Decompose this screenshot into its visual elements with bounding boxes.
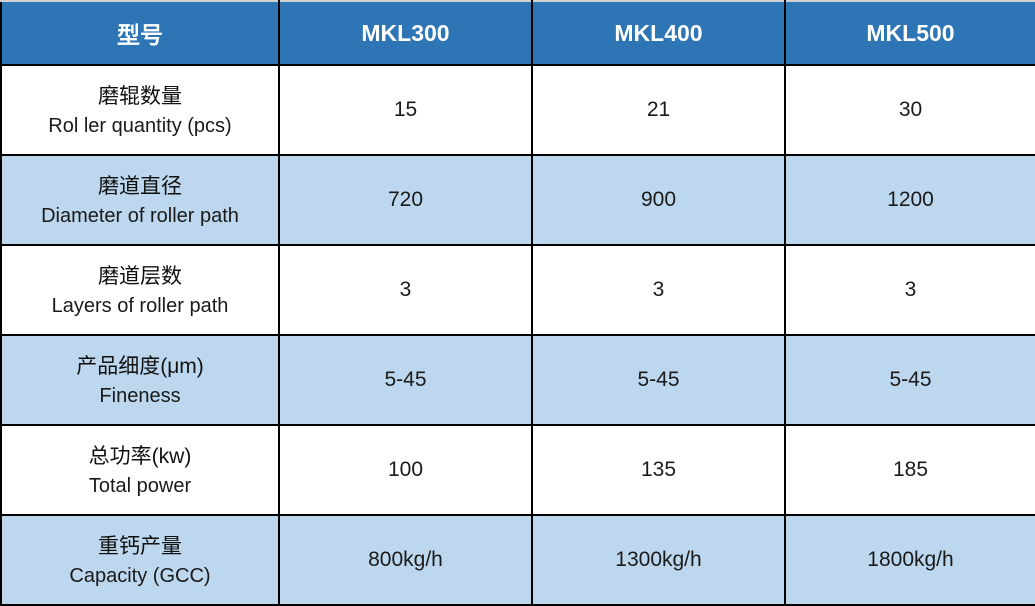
table-row-roller-path-diameter: 磨道直径 Diameter of roller path 720 900 120…	[0, 154, 1035, 246]
value-cell: 21	[531, 64, 786, 156]
value-cell: 15	[278, 64, 533, 156]
value-cell: 3	[531, 244, 786, 336]
table-row-roller-path-layers: 磨道层数 Layers of roller path 3 3 3	[0, 244, 1035, 336]
value-cell: 1300kg/h	[531, 514, 786, 606]
row-label-cell: 产品细度(μm) Fineness	[0, 334, 280, 426]
value-cell: 1200	[784, 154, 1035, 246]
value-cell: 3	[784, 244, 1035, 336]
value-cell: 185	[784, 424, 1035, 516]
value-cell: 5-45	[784, 334, 1035, 426]
row-label-en: Layers of roller path	[51, 294, 229, 317]
value-cell: 3	[278, 244, 533, 336]
row-label-cell: 磨道层数 Layers of roller path	[0, 244, 280, 336]
value-cell: 5-45	[531, 334, 786, 426]
header-cell-mkl300: MKL300	[278, 0, 533, 66]
row-label-en: Capacity (GCC)	[69, 564, 211, 587]
row-label-en: Diameter of roller path	[41, 204, 239, 227]
value-cell: 135	[531, 424, 786, 516]
row-label-zh: 总功率(kw)	[88, 444, 192, 468]
row-label-en: Fineness	[99, 384, 181, 407]
row-label-zh: 磨道层数	[98, 264, 182, 288]
row-label-cell: 磨辊数量 Rol ler quantity (pcs)	[0, 64, 280, 156]
header-row: 型号 MKL300 MKL400 MKL500	[0, 0, 1035, 66]
header-cell-mkl500: MKL500	[784, 0, 1035, 66]
row-label-zh: 磨辊数量	[98, 84, 182, 108]
header-cell-model-label: 型号	[0, 0, 280, 66]
row-label-cell: 总功率(kw) Total power	[0, 424, 280, 516]
row-label-cell: 磨道直径 Diameter of roller path	[0, 154, 280, 246]
value-cell: 720	[278, 154, 533, 246]
value-cell: 1800kg/h	[784, 514, 1035, 606]
value-cell: 800kg/h	[278, 514, 533, 606]
row-label-en: Total power	[88, 474, 192, 497]
table-row-total-power: 总功率(kw) Total power 100 135 185	[0, 424, 1035, 516]
table-row-roller-quantity: 磨辊数量 Rol ler quantity (pcs) 15 21 30	[0, 64, 1035, 156]
row-label-cell: 重钙产量 Capacity (GCC)	[0, 514, 280, 606]
row-label-zh: 磨道直径	[98, 174, 182, 198]
row-label-zh: 重钙产量	[98, 534, 182, 558]
row-label-zh: 产品细度(μm)	[76, 354, 204, 378]
table-row-fineness: 产品细度(μm) Fineness 5-45 5-45 5-45	[0, 334, 1035, 426]
value-cell: 900	[531, 154, 786, 246]
value-cell: 30	[784, 64, 1035, 156]
value-cell: 5-45	[278, 334, 533, 426]
table-row-capacity-gcc: 重钙产量 Capacity (GCC) 800kg/h 1300kg/h 180…	[0, 514, 1035, 606]
row-label-en: Rol ler quantity (pcs)	[48, 114, 232, 137]
value-cell: 100	[278, 424, 533, 516]
header-cell-mkl400: MKL400	[531, 0, 786, 66]
